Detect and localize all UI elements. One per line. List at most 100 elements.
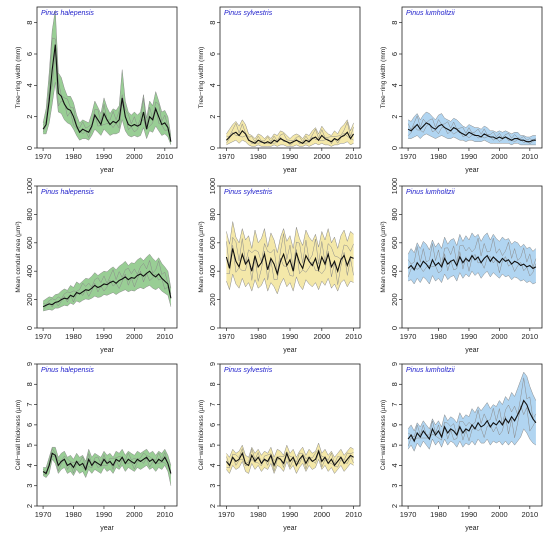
series-line-upper (407, 232, 537, 255)
y-tick-label: 200 (25, 293, 34, 306)
plot-frame (36, 6, 178, 149)
species-label: Pinus halepensis (41, 367, 94, 374)
y-tick-label: 0 (208, 326, 217, 330)
y-axis-label: Mean conduit area (µm²) (380, 221, 387, 292)
y-tick-label: 6 (208, 52, 217, 56)
y-tick-label: 4 (208, 463, 217, 467)
series-line-lower (42, 458, 172, 486)
y-tick-label: 7 (390, 402, 399, 406)
y-tick-label: 4 (208, 83, 217, 87)
x-tick-label: 2010 (345, 510, 362, 519)
x-tick-label: 1990 (461, 510, 478, 519)
x-tick-label: 1970 (35, 510, 52, 519)
series-line-upper (407, 111, 536, 138)
x-tick-label: 1970 (35, 332, 52, 341)
y-tick-label: 3 (208, 484, 217, 488)
band-halepensis-wall (43, 447, 171, 486)
y-tick-label: 400 (390, 265, 399, 278)
x-tick-label: 1990 (461, 332, 478, 341)
y-axis-label: Tree−ring width (mm) (198, 47, 205, 109)
x-axis-label: year (100, 347, 114, 354)
band-halepensis-width (43, 10, 171, 145)
y-axis-label: Cell−wall thickness (µm) (380, 400, 387, 470)
y-tick-label: 2 (25, 504, 34, 508)
series-line-individual (407, 251, 537, 278)
series-line-mean (42, 270, 172, 308)
y-tick-label: 9 (208, 362, 217, 366)
series-line-lower (408, 133, 536, 146)
y-tick-label: 6 (390, 423, 399, 427)
x-axis-label: year (283, 167, 297, 174)
x-tick-label: 1980 (250, 332, 267, 341)
series-line-individual (42, 259, 172, 305)
species-label: Pinus halepensis (41, 189, 94, 196)
y-tick-label: 4 (25, 83, 34, 87)
y-tick-label: 8 (390, 21, 399, 25)
y-tick-label: 400 (25, 265, 34, 278)
band-lumholtzii-width (408, 112, 536, 145)
x-tick-label: 1990 (282, 152, 299, 161)
plot-frame (219, 363, 361, 507)
panel-sylvestris-area: 1970 1980 1990 2000 2010 0 200 400 600 800 1000 yea… (198, 178, 362, 354)
series-line-individual (407, 238, 537, 269)
series-line-mean (407, 122, 536, 143)
species-label: Pinus lumholtzii (406, 189, 455, 196)
plot-frame (401, 363, 543, 507)
series-line-lower (226, 139, 354, 147)
y-tick-label: 2 (208, 115, 217, 119)
y-tick-label: 8 (208, 382, 217, 386)
x-axis-label: year (465, 525, 479, 532)
y-tick-label: 2 (390, 115, 399, 119)
species-label: Pinus lumholtzii (406, 10, 455, 17)
x-tick-label: 2010 (521, 510, 538, 519)
y-tick-label: 7 (208, 402, 217, 406)
x-tick-label: 1970 (218, 152, 235, 161)
y-tick-label: 2 (390, 504, 399, 508)
y-tick-label: 1000 (390, 178, 399, 195)
series-line-individual (43, 455, 172, 475)
x-tick-label: 1970 (218, 332, 235, 341)
series-line-lower (407, 428, 537, 452)
x-tick-label: 1980 (430, 152, 447, 161)
x-tick-label: 1980 (65, 332, 82, 341)
series-line-upper (226, 442, 354, 459)
series-line-mean (42, 452, 172, 475)
x-tick-label: 1970 (400, 332, 417, 341)
x-tick-label: 2000 (313, 332, 330, 341)
x-tick-label: 1990 (282, 510, 299, 519)
x-tick-label: 1990 (96, 332, 113, 341)
series-line-mean (226, 129, 355, 144)
series-line-mean (407, 399, 537, 443)
series-line-mean (225, 248, 354, 276)
y-tick-label: 6 (25, 423, 34, 427)
y-axis-label: Tree−ring width (mm) (380, 47, 387, 109)
plot-frame (36, 185, 178, 329)
x-tick-label: 2010 (345, 332, 362, 341)
series-line-lower (226, 458, 354, 475)
panel-halepensis-wall: 1970 1980 1990 2000 2010 2 3 4 5 6 7 8 9 year Cell−wal… (15, 362, 178, 532)
series-line-mean (407, 254, 537, 271)
plot-frame (401, 185, 543, 329)
x-tick-label: 2010 (521, 152, 538, 161)
y-tick-label: 8 (25, 21, 34, 25)
panel-sylvestris-wall: 1970 1980 1990 2000 2010 2 3 4 5 6 7 8 9 year Cell−wal… (198, 362, 362, 532)
series-line-individual (226, 447, 354, 467)
x-tick-label: 2000 (491, 510, 508, 519)
y-tick-label: 8 (208, 21, 217, 25)
panel-lumholtzii-width: 1970 1980 1990 2000 2010 0 2 4 6 8 year Tree−ring w… (380, 6, 543, 174)
series-line-lower (43, 82, 172, 145)
x-tick-label: 2000 (126, 152, 143, 161)
x-axis-label: year (100, 167, 114, 174)
y-tick-label: 3 (390, 484, 399, 488)
x-tick-label: 1980 (250, 152, 267, 161)
y-tick-label: 1000 (25, 178, 34, 195)
panel-lumholtzii-area: 1970 1980 1990 2000 2010 0 200 400 600 800 1000 yea… (380, 178, 543, 354)
x-axis-label: year (283, 525, 297, 532)
x-tick-label: 1970 (400, 152, 417, 161)
y-tick-label: 3 (25, 484, 34, 488)
series-line-individual (226, 121, 354, 143)
y-tick-label: 200 (208, 293, 217, 306)
series-line-upper (42, 253, 172, 302)
x-tick-label: 2010 (156, 152, 173, 161)
